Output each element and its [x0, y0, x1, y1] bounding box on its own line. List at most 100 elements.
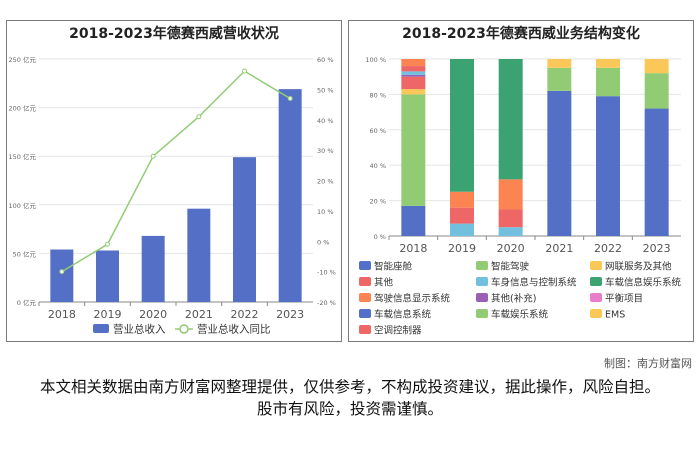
legend-swatch — [359, 325, 371, 334]
legend-label: 智能驾驶 — [491, 261, 530, 273]
structure-chart-svg: 0 % 20 % 40 % 60 % 80 % 100 % 2018 2019 2020 2021… — [359, 56, 682, 337]
legend-swatch-revenue — [93, 324, 109, 333]
revenue-bar — [141, 235, 165, 302]
legend-swatch — [476, 309, 488, 318]
yoy-point — [242, 68, 247, 74]
stack-segment — [401, 71, 426, 75]
stack-segment — [401, 76, 426, 90]
legend-swatch — [359, 293, 371, 302]
legend-swatch — [476, 261, 488, 270]
x-axis-category-label: 2021 — [185, 308, 213, 321]
stack-segment — [401, 74, 426, 77]
legend-label: 其他 — [374, 277, 394, 289]
x-axis-category-label: 2021 — [545, 242, 573, 255]
legend-label: 车载信息系统 — [374, 309, 432, 321]
structure-chart-panel: 2018-2023年德赛西威业务结构变化 0 % 20 % 40 % 60 % 80 %… — [348, 20, 694, 342]
right-axis-tick-label: 30 % — [317, 147, 334, 155]
stack-segment — [450, 59, 474, 192]
legend-label: 空调控制器 — [374, 325, 422, 337]
legend-label: 车载信息娱乐系统 — [605, 277, 682, 289]
right-axis-tick-label: 40 % — [317, 117, 334, 125]
x-axis-category-label: 2023 — [643, 242, 671, 255]
x-axis-category-label: 2022 — [231, 308, 259, 321]
stack-segment — [498, 227, 523, 236]
legend-label: 网联服务及其他 — [605, 261, 672, 273]
x-axis-category-label: 2019 — [94, 308, 122, 321]
stack-segment — [401, 205, 426, 236]
right-axis-tick-label: 50 % — [317, 86, 334, 94]
stack-segment — [450, 207, 474, 224]
stack-segment — [401, 66, 426, 72]
stack-segment — [596, 67, 620, 97]
legend-swatch — [476, 277, 488, 286]
x-axis-category-label: 2020 — [497, 242, 525, 255]
legend-marker-yoy — [179, 324, 189, 334]
revenue-bar — [96, 250, 119, 302]
y-axis-tick-label: 80 % — [369, 91, 386, 99]
x-axis-category-label: 2018 — [399, 242, 427, 255]
legend-label: 车身信息与控制系统 — [491, 277, 577, 289]
legend-swatch — [359, 277, 371, 286]
legend-swatch — [590, 309, 602, 318]
yoy-point — [287, 95, 293, 101]
revenue-bar — [50, 249, 74, 302]
legend-swatch — [476, 293, 488, 302]
yoy-point — [105, 241, 110, 247]
stack-segment — [498, 209, 523, 228]
x-axis-category-label: 2018 — [48, 308, 76, 321]
right-axis-tick-label: -20 % — [317, 299, 336, 307]
right-axis-tick-label: 20 % — [317, 178, 334, 186]
y-axis-tick-label: 60 % — [369, 127, 386, 135]
revenue-chart-title: 2018-2023年德赛西威营收状况 — [69, 26, 279, 42]
legend-label-yoy: 营业总收入同比 — [197, 323, 271, 336]
revenue-chart-svg: 0 亿元 50 亿元 100 亿元 150 亿元 200 亿元 250 亿元 -20 % -1… — [9, 55, 336, 336]
legend-label-revenue: 营业总收入 — [113, 323, 166, 336]
legend-swatch — [359, 309, 371, 318]
legend-label: 其他(补充) — [491, 293, 536, 305]
stack-segment — [596, 96, 620, 236]
chart-credit: 制图：南方财富网 — [604, 357, 692, 370]
x-axis-category-label: 2019 — [448, 242, 476, 255]
stack-segment — [498, 59, 523, 180]
yoy-point — [196, 114, 202, 120]
legend-label: 驾驶信息显示系统 — [374, 293, 451, 305]
legend-swatch — [359, 261, 371, 270]
x-axis-category-label: 2023 — [276, 308, 304, 321]
yoy-line — [61, 70, 291, 273]
revenue-bar — [233, 157, 256, 302]
stack-segment — [401, 59, 426, 67]
left-axis-tick-label: 250 亿元 — [9, 55, 37, 64]
stack-segment — [547, 59, 572, 68]
left-axis-tick-label: 150 亿元 — [9, 152, 37, 161]
legend-label: 平衡项目 — [605, 293, 643, 305]
right-axis-tick-label: -10 % — [317, 269, 336, 277]
y-axis-tick-label: 20 % — [369, 198, 386, 206]
stack-segment — [547, 67, 572, 91]
legend-label: EMS — [605, 310, 625, 321]
stack-segment — [547, 90, 572, 236]
stack-segment — [450, 223, 474, 236]
legend-swatch — [590, 261, 602, 270]
right-axis-tick-label: 0 % — [317, 238, 329, 246]
y-axis-tick-label: 100 % — [365, 56, 386, 64]
legend-label: 智能座舱 — [374, 261, 413, 273]
disclaimer-text: 本文相关数据由南方财富网整理提供，仅供参考，不构成投资建议，据此操作，风险自担。… — [40, 378, 661, 418]
left-axis-tick-label: 50 亿元 — [13, 249, 37, 258]
revenue-bar — [278, 89, 302, 302]
right-axis-tick-label: 10 % — [317, 208, 334, 216]
yoy-point — [150, 153, 156, 159]
stack-segment — [596, 59, 620, 68]
x-axis-category-label: 2022 — [594, 242, 622, 255]
y-axis-tick-label: 0 % — [374, 233, 386, 241]
yoy-point — [59, 269, 65, 275]
left-axis-tick-label: 0 亿元 — [17, 298, 37, 307]
y-axis-tick-label: 40 % — [369, 162, 386, 170]
left-axis-tick-label: 100 亿元 — [9, 201, 37, 210]
structure-chart-title: 2018-2023年德赛西威业务结构变化 — [402, 26, 640, 42]
revenue-chart-panel: 2018-2023年德赛西威营收状况 0 亿元 50 亿元 100 亿元 150 亿元… — [6, 20, 342, 342]
stack-segment — [401, 89, 426, 95]
legend-swatch — [590, 277, 602, 286]
stack-segment — [644, 108, 669, 236]
x-axis-category-label: 2020 — [139, 308, 167, 321]
stack-segment — [450, 191, 474, 208]
